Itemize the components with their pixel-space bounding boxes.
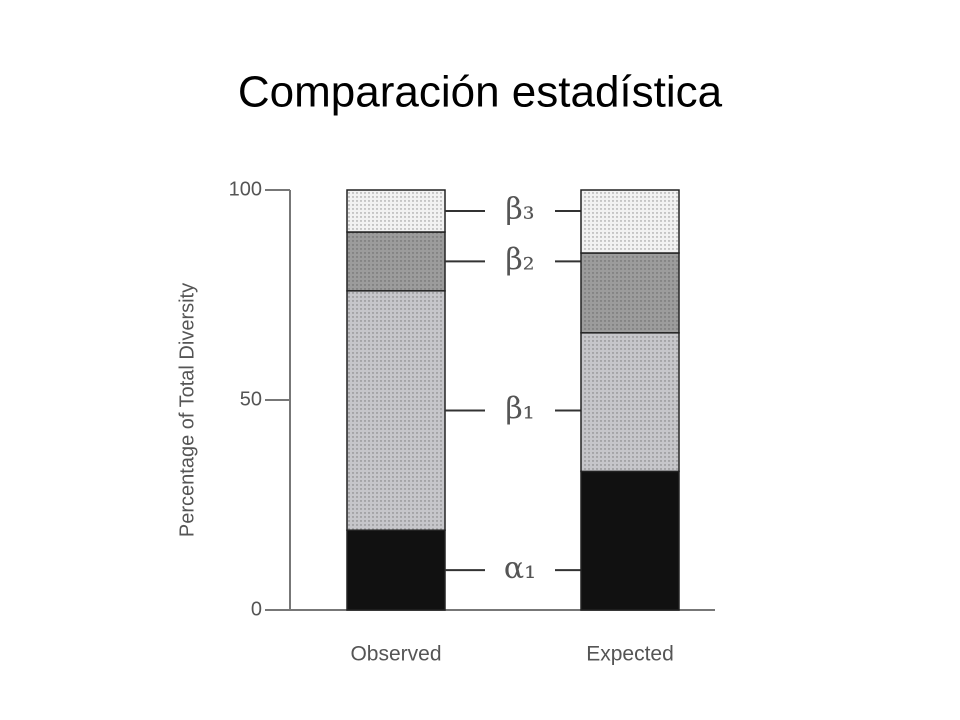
y-axis-label: Percentage of Total Diversity [176,283,198,537]
bar-segment [580,470,680,611]
slide-title: Comparación estadística [238,68,723,117]
y-tick-label: 0 [251,598,262,620]
legend-label: β₃ [505,192,534,227]
texture [581,253,679,333]
legend-label: β₂ [505,242,534,277]
bar-segment [346,529,446,611]
texture [581,332,679,472]
texture [347,232,445,291]
legend-label: β₁ [505,392,534,427]
texture [347,190,445,232]
legend-label: α₁ [504,551,536,586]
texture [347,290,445,531]
x-tick-label: Observed [350,643,441,666]
x-tick-label: Expected [586,643,674,666]
y-tick-label: 100 [229,178,262,200]
texture [581,190,679,253]
y-tick-label: 50 [240,388,262,410]
